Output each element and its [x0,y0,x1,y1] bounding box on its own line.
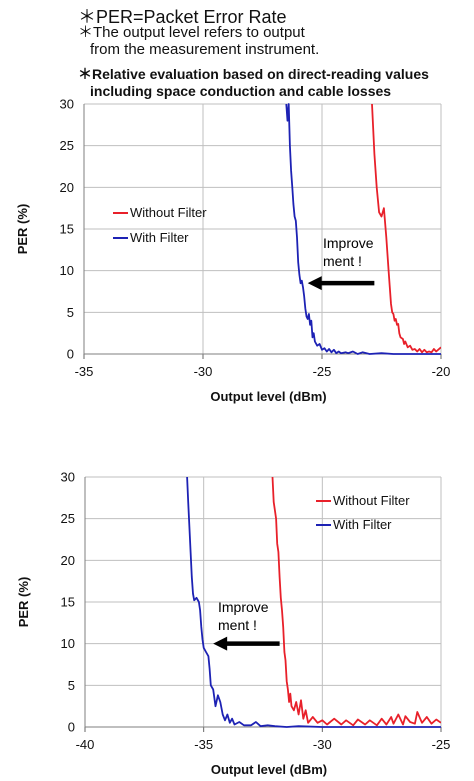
y-tick-label: 5 [68,678,75,693]
y-tick-label: 15 [61,595,75,610]
x-tick-label: -35 [194,737,213,752]
annotation-text-line1: Improve [323,235,374,251]
annotation-text-line2: ment ! [323,253,362,269]
series-line-with-filter [186,476,441,728]
annotation-arrow-head [213,636,228,651]
annotation-text-line2: ment ! [218,617,257,633]
y-tick-label: 30 [61,470,75,485]
x-axis-label: Output level (dBm) [210,389,326,404]
x-tick-label: -30 [313,737,332,752]
x-axis-label: Output level (dBm) [211,762,327,777]
x-tick-label: -25 [432,737,451,752]
note-per-definition: ＊PER=Packet Error Rate [78,7,287,27]
y-tick-label: 10 [61,636,75,651]
note-relative-evaluation: ＊Relative evaluation based on direct-rea… [78,66,429,100]
y-tick-label: 30 [60,97,74,112]
series-line-without-filter [271,476,441,727]
legend-label: Without Filter [333,493,410,508]
note-relative-evaluation-line1: ＊Relative evaluation based on direct-rea… [78,66,429,82]
legend-label: Without Filter [130,205,207,220]
y-axis-label: PER (%) [15,204,30,255]
y-tick-label: 20 [61,553,75,568]
legend-label: With Filter [130,230,189,245]
y-tick-label: 10 [60,263,74,278]
y-tick-label: 5 [67,305,74,320]
note-relative-evaluation-line2: including space conduction and cable los… [90,83,392,99]
x-tick-label: -25 [313,364,332,379]
y-tick-label: 15 [60,222,74,237]
note-output-level-line1: ＊The output level refers to output [78,24,305,41]
series-line-without-filter [371,103,441,354]
note-output-level-line2: from the measurement instrument. [90,41,320,58]
annotation-arrow-head [307,276,322,291]
x-tick-label: -30 [194,364,213,379]
y-axis-label: PER (%) [16,577,31,628]
y-tick-label: 0 [68,720,75,735]
y-tick-label: 20 [60,180,74,195]
x-tick-label: -20 [432,364,451,379]
y-tick-label: 25 [60,138,74,153]
legend-label: With Filter [333,517,392,532]
y-tick-label: 25 [61,511,75,526]
note-output-level: ＊The output level refers to output from … [78,24,319,58]
series-line-with-filter [285,103,441,355]
x-tick-label: -35 [75,364,94,379]
x-tick-label: -40 [76,737,95,752]
annotation-text-line1: Improve [218,599,269,615]
y-tick-label: 0 [67,347,74,362]
